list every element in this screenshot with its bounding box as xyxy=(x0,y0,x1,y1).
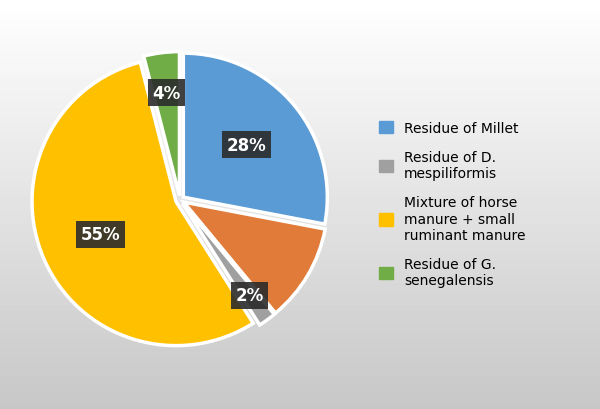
Text: 4%: 4% xyxy=(152,85,181,103)
Text: 28%: 28% xyxy=(227,137,266,155)
Wedge shape xyxy=(182,204,274,325)
Text: 55%: 55% xyxy=(81,226,121,244)
Wedge shape xyxy=(184,54,328,225)
Legend: Residue of Millet, Residue of D.
mespiliformis, Mixture of horse
manure + small
: Residue of Millet, Residue of D. mespili… xyxy=(379,121,526,288)
Wedge shape xyxy=(32,63,253,346)
Wedge shape xyxy=(143,52,179,196)
Wedge shape xyxy=(184,202,325,313)
Text: 2%: 2% xyxy=(235,287,263,305)
